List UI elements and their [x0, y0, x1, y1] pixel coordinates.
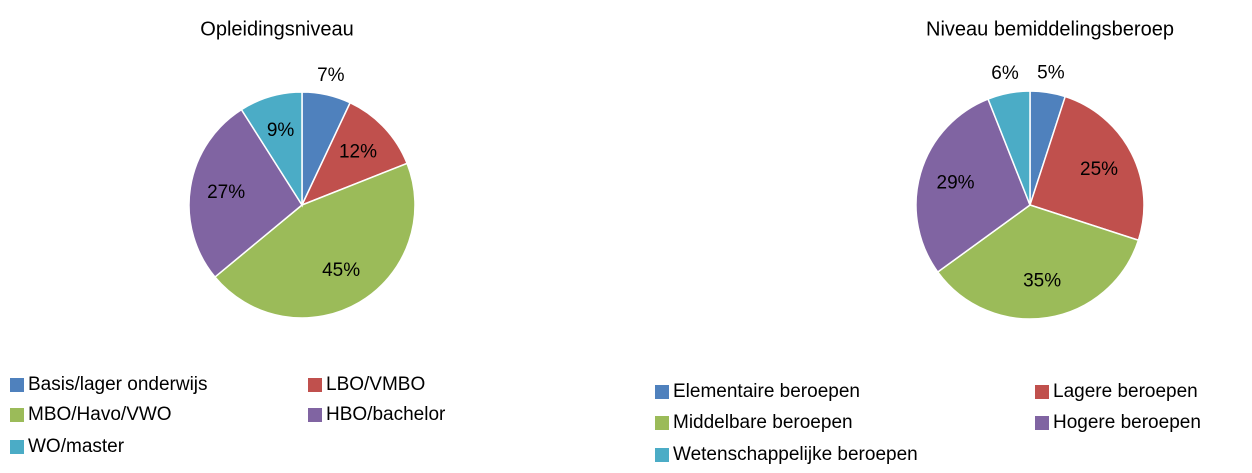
- legend-swatch: [308, 408, 322, 422]
- pie-slice: [188, 108, 303, 279]
- legend-swatch: [655, 416, 669, 430]
- pie-slice: [240, 91, 303, 208]
- legend-swatch: [10, 408, 24, 422]
- pie-slice: [1029, 95, 1145, 242]
- legend-label: Hogere beroepen: [1053, 412, 1201, 433]
- legend-swatch: [10, 378, 24, 392]
- data-label: 29%: [937, 172, 975, 193]
- pie-slice: [936, 204, 1140, 320]
- legend-label: Lagere beroepen: [1053, 381, 1198, 402]
- legend-swatch: [655, 385, 669, 399]
- pie-slice: [300, 101, 409, 207]
- legend-label: Middelbare beroepen: [673, 412, 853, 433]
- legend-swatch: [10, 440, 24, 454]
- data-label: 5%: [1037, 62, 1065, 83]
- data-label: 27%: [207, 182, 245, 203]
- legend-label: Wetenschappelijke beroepen: [673, 444, 918, 465]
- chart-title: Niveau bemiddelingsberoep: [926, 18, 1174, 40]
- legend-label: HBO/bachelor: [326, 404, 446, 425]
- data-label: 9%: [267, 120, 295, 141]
- legend-swatch: [308, 378, 322, 392]
- legend-swatch: [1035, 416, 1049, 430]
- legend-label: WO/master: [28, 436, 125, 457]
- pie-slice: [915, 98, 1031, 274]
- data-label: 45%: [322, 260, 360, 281]
- legend-label: Elementaire beroepen: [673, 381, 860, 402]
- chart-title: Opleidingsniveau: [200, 18, 353, 40]
- legend-swatch: [655, 448, 669, 462]
- legend-swatch: [1035, 385, 1049, 399]
- pie-slice: [213, 162, 416, 319]
- data-label: 12%: [339, 141, 377, 162]
- legend-label: Basis/lager onderwijs: [28, 374, 208, 395]
- pie-slice: [987, 90, 1031, 206]
- legend-label: MBO/Havo/VWO: [28, 404, 172, 425]
- data-label: 7%: [317, 65, 345, 86]
- data-label: 6%: [991, 63, 1019, 84]
- data-label: 35%: [1023, 271, 1061, 292]
- legend-label: LBO/VMBO: [326, 374, 425, 395]
- data-label: 25%: [1080, 159, 1118, 180]
